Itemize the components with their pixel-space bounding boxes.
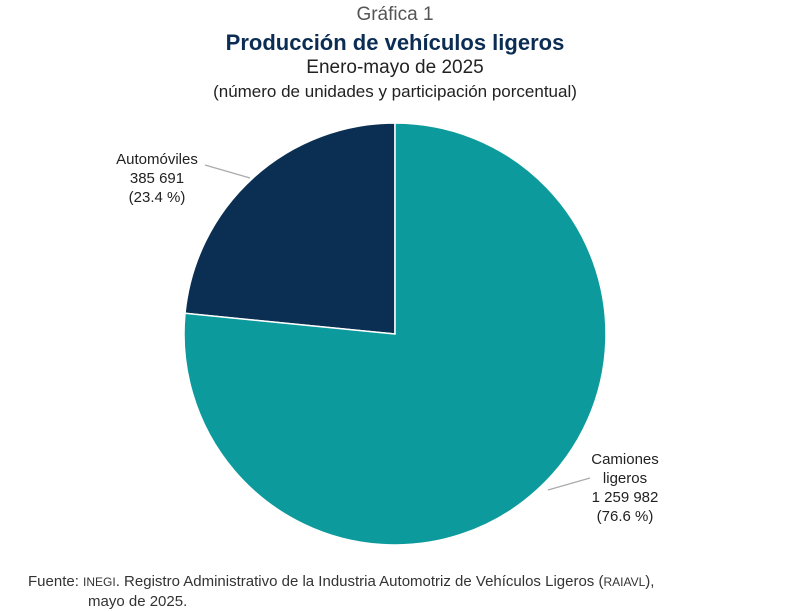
source-abbr: RAIAVL	[603, 575, 646, 589]
source-org: INEGI	[83, 575, 116, 589]
chart-subtitle: Enero-mayo de 2025	[306, 57, 484, 78]
slice-percent: (76.6 %)	[596, 508, 654, 525]
chart-units: (número de unidades y participación porc…	[213, 82, 577, 101]
label-camiones: Camiones ligeros 1 259 982 (76.6 %)	[560, 450, 690, 526]
slice-label: Automóviles	[116, 151, 198, 168]
source-note: Fuente: INEGI. Registro Administrativo d…	[28, 572, 654, 612]
leader-line-0	[204, 164, 251, 179]
label-automoviles: Automóviles 385 691 (23.4 %)	[92, 150, 222, 207]
chart-title: Producción de vehículos ligeros	[225, 30, 565, 55]
pie-slice-1	[183, 122, 607, 546]
pie-slice-0	[184, 122, 396, 335]
leader-line-1	[547, 477, 591, 491]
slice-label: Camiones	[591, 451, 659, 468]
chart-kicker: Gráfica 1	[356, 4, 434, 25]
slice-percent: (23.4 %)	[128, 189, 186, 206]
source-line2: mayo de 2025.	[88, 593, 188, 610]
source-prefix: Fuente:	[28, 573, 84, 590]
slice-value: 385 691	[129, 170, 185, 187]
slice-label: ligeros	[602, 470, 648, 487]
source-text: . Registro Administrativo de la Industri…	[115, 573, 604, 590]
source-end: ),	[645, 573, 655, 590]
slice-value: 1 259 982	[591, 489, 659, 506]
